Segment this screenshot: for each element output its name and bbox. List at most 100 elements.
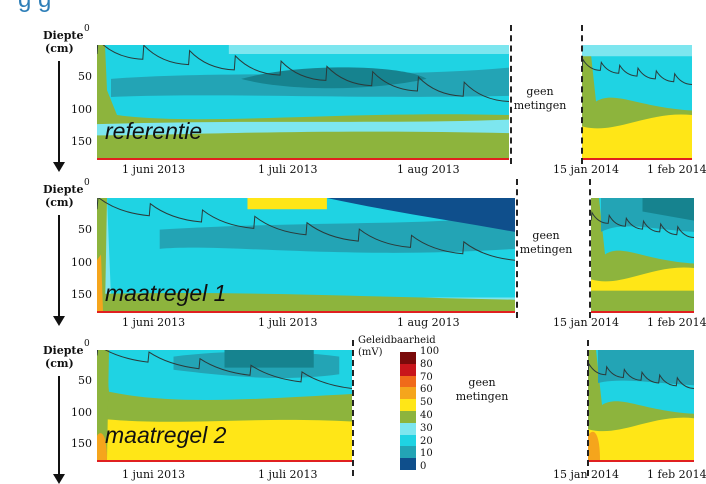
gap-divider bbox=[510, 25, 512, 164]
zone-darkteal bbox=[642, 198, 694, 221]
gap-divider bbox=[516, 179, 518, 318]
no-data-label-line1: geen bbox=[532, 229, 560, 242]
y-tick-label: 50 bbox=[78, 223, 92, 237]
depth-arrow-head bbox=[53, 474, 65, 484]
x-tick-label-right: 15 jan 2014 bbox=[553, 163, 620, 176]
x-tick-label-right: 1 feb 2014 bbox=[647, 316, 706, 329]
water-line bbox=[588, 362, 694, 389]
legend-color-step bbox=[400, 375, 416, 388]
zone-teal bbox=[159, 214, 515, 253]
legend-color-step bbox=[400, 363, 416, 376]
y-tick-label: 50 bbox=[78, 70, 92, 84]
legend-color-step bbox=[400, 422, 416, 435]
no-data-label-line2: metingen bbox=[519, 243, 573, 256]
panel-label: maatregel 2 bbox=[105, 422, 227, 448]
water-line bbox=[591, 211, 694, 238]
depth-arrow-head bbox=[53, 316, 65, 326]
zone-teal bbox=[598, 350, 694, 386]
legend-color-step bbox=[400, 446, 416, 459]
surface-line bbox=[591, 311, 694, 313]
main-heatmap bbox=[97, 45, 509, 158]
surface-line bbox=[582, 158, 692, 160]
surface-line bbox=[588, 460, 694, 462]
x-tick-label-right: 15 jan 2014 bbox=[553, 468, 620, 481]
right-heatmap bbox=[588, 350, 694, 460]
x-tick-label: 1 juli 2013 bbox=[258, 468, 318, 481]
x-tick-label: 1 juni 2013 bbox=[122, 468, 186, 481]
surface-line bbox=[97, 311, 515, 313]
x-tick-label: 1 juni 2013 bbox=[122, 316, 186, 329]
y-tick-zero: 0 bbox=[84, 178, 90, 188]
depth-arrow-head bbox=[53, 162, 65, 172]
legend-unit: (mV) bbox=[358, 347, 383, 358]
water-line bbox=[97, 198, 515, 261]
legend-title: Geleidbaarheid bbox=[358, 335, 436, 346]
y-tick-label: 100 bbox=[71, 102, 92, 116]
y-axis-label: Diepte bbox=[43, 29, 84, 42]
legend-color-step bbox=[400, 399, 416, 411]
depth-arrow-shaft bbox=[58, 215, 60, 318]
y-tick-label: 150 bbox=[71, 134, 92, 148]
legend-level-label: 70 bbox=[420, 371, 433, 383]
right-divider bbox=[587, 340, 589, 476]
right-heatmap bbox=[591, 198, 694, 311]
no-data-label-line1: geen bbox=[468, 376, 496, 389]
right-heatmap bbox=[582, 45, 692, 158]
x-tick-label: 1 aug 2013 bbox=[397, 163, 460, 176]
water-line bbox=[97, 45, 509, 102]
page-title-fragment: g g bbox=[18, 0, 51, 14]
surface-line bbox=[97, 460, 352, 462]
legend-color-step bbox=[400, 434, 416, 447]
gap-divider bbox=[352, 340, 354, 476]
legend-level-label: 100 bbox=[420, 346, 440, 357]
no-data-label-line2: metingen bbox=[513, 99, 567, 112]
water-line bbox=[97, 350, 352, 389]
panel-label: maatregel 1 bbox=[105, 280, 227, 306]
no-data-label-line2: metingen bbox=[455, 390, 509, 403]
legend-color-step bbox=[400, 352, 416, 364]
zone-cyan bbox=[590, 45, 692, 111]
zone-orange bbox=[588, 431, 600, 460]
main-heatmap bbox=[97, 350, 352, 460]
legend-level-label: 0 bbox=[420, 461, 427, 473]
legend-colorbar bbox=[400, 352, 416, 470]
zone-darkteal bbox=[224, 350, 314, 368]
legend-level-label: 80 bbox=[420, 358, 433, 370]
main-heatmap bbox=[97, 198, 515, 311]
zone-orange bbox=[97, 433, 107, 460]
x-tick-label: 1 juli 2013 bbox=[258, 316, 318, 329]
y-tick-label: 150 bbox=[71, 287, 92, 301]
x-tick-label: 1 juli 2013 bbox=[258, 163, 318, 176]
right-divider bbox=[581, 25, 583, 164]
legend-level-label: 30 bbox=[420, 422, 433, 434]
y-tick-label: 50 bbox=[78, 374, 92, 388]
zone-olive-left bbox=[97, 350, 109, 460]
legend: Geleidbaarheid (mV) bbox=[358, 335, 448, 359]
no-data-label-line1: geen bbox=[526, 85, 554, 98]
zone-navy bbox=[326, 198, 515, 232]
zone-yellow-top bbox=[247, 198, 327, 210]
x-tick-label-right: 1 feb 2014 bbox=[647, 163, 706, 176]
x-tick-label: 1 juni 2013 bbox=[122, 163, 186, 176]
legend-level-label: 60 bbox=[420, 384, 433, 396]
surface-line bbox=[97, 158, 509, 160]
y-axis-unit: (cm) bbox=[45, 357, 74, 370]
zone-olive-bottom bbox=[591, 290, 694, 311]
water-line bbox=[582, 58, 692, 85]
zone-orange bbox=[97, 254, 103, 311]
depth-arrow-shaft bbox=[58, 376, 60, 476]
legend-level-label: 10 bbox=[420, 448, 433, 460]
legend-color-step bbox=[400, 387, 416, 400]
y-axis-label: Diepte bbox=[43, 183, 84, 196]
legend-level-label: 40 bbox=[420, 410, 433, 421]
y-tick-label: 150 bbox=[71, 437, 92, 451]
depth-arrow-shaft bbox=[58, 61, 60, 164]
title-strip: g g bbox=[0, 0, 706, 22]
zone-lightcyan bbox=[97, 119, 509, 136]
y-tick-label: 100 bbox=[71, 405, 92, 419]
panel-label: referentie bbox=[105, 118, 203, 144]
legend-labels: 100 80 70 60 50 40 30 20 10 0 bbox=[420, 347, 460, 473]
y-tick-label: 100 bbox=[71, 255, 92, 269]
y-axis-unit: (cm) bbox=[45, 42, 74, 55]
y-tick-zero: 0 bbox=[84, 339, 90, 349]
